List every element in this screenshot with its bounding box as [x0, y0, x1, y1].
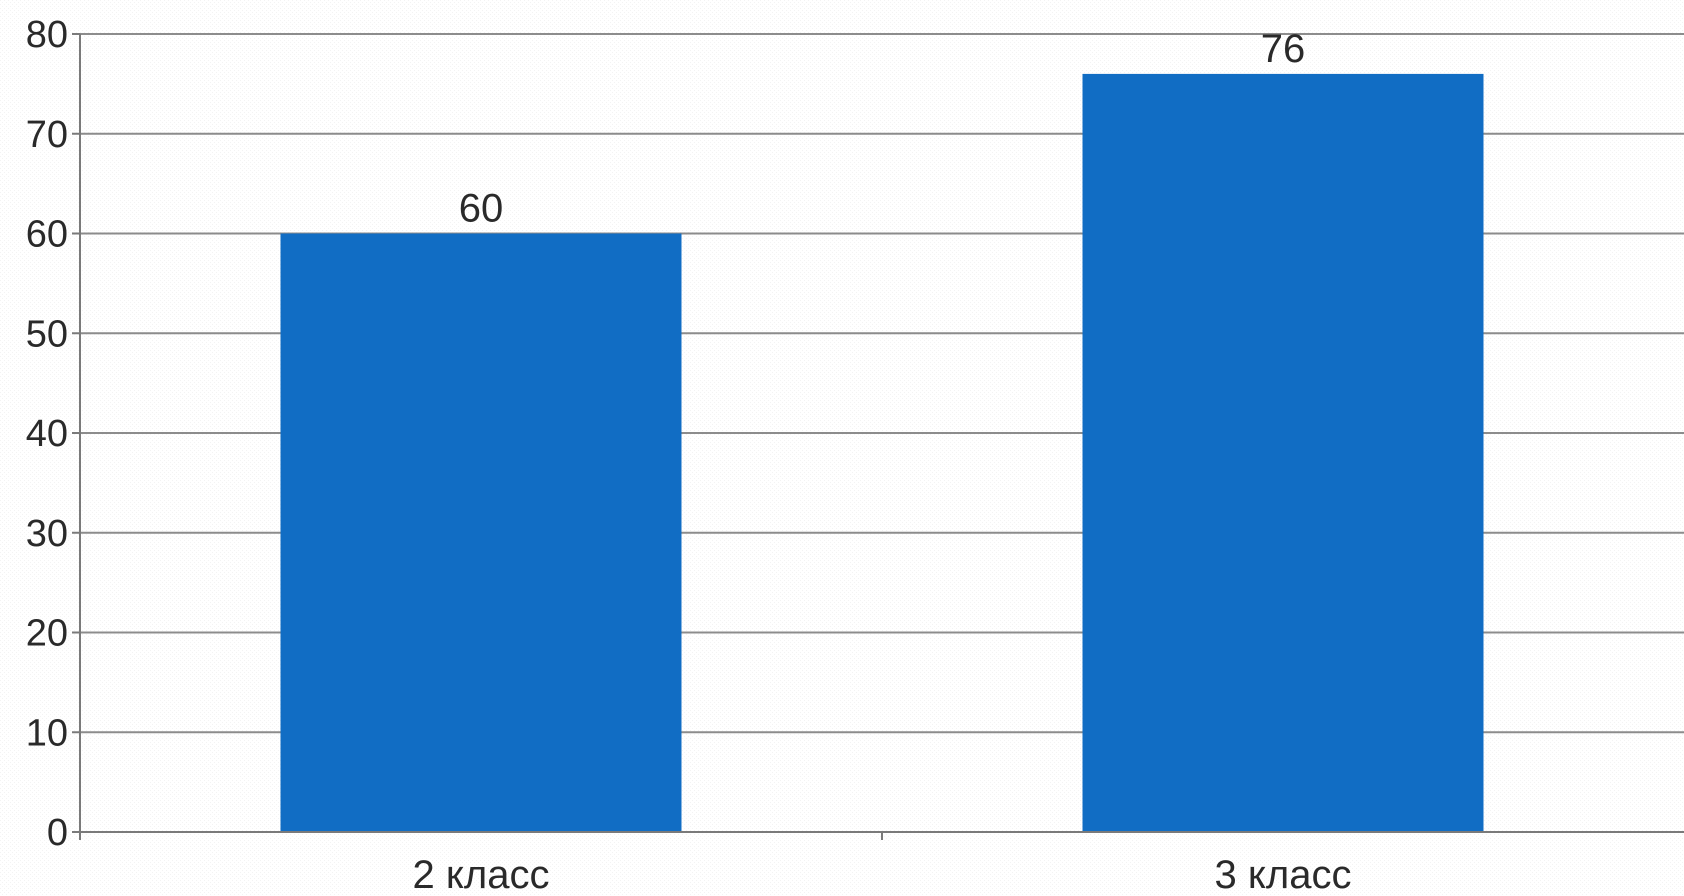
y-tick-label: 40 [26, 413, 68, 455]
data-label: 76 [1261, 27, 1306, 71]
data-label: 60 [459, 187, 504, 231]
axes [72, 33, 1684, 840]
bars [280, 73, 1484, 832]
x-category-label: 3 класс [1215, 853, 1352, 896]
x-category-label: 2 класс [413, 853, 550, 896]
y-tick-label: 0 [47, 812, 68, 854]
y-tick-label: 70 [26, 114, 68, 156]
y-tick-label: 80 [26, 14, 68, 56]
y-tick-label: 10 [26, 712, 68, 754]
y-tick-label: 60 [26, 214, 68, 256]
y-tick-label: 50 [26, 313, 68, 355]
bar-2 [1082, 73, 1484, 832]
y-tick-label: 20 [26, 613, 68, 655]
labels: 0 10 20 30 40 50 60 70 80 60 2 класс 76 3 класс [26, 14, 1352, 896]
y-tick-label: 30 [26, 513, 68, 555]
bar-1 [280, 233, 682, 832]
